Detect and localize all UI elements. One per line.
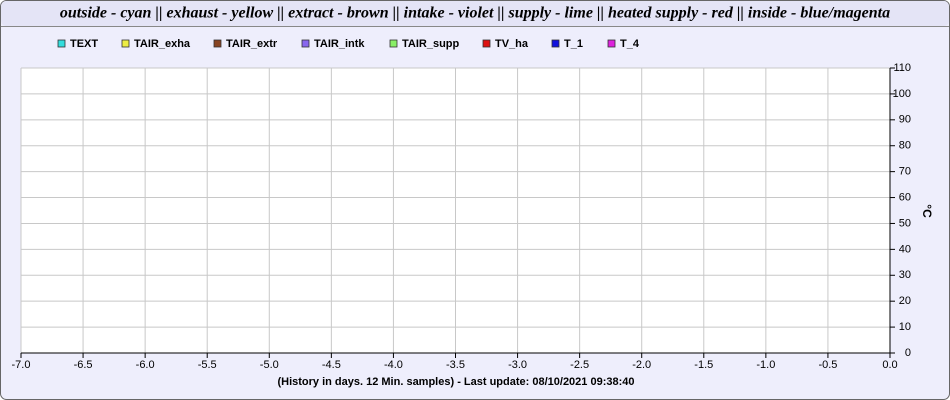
x-tick-label: -2.5 xyxy=(570,359,589,371)
title-bar xyxy=(1,1,949,26)
legend-label: TAIR_exha xyxy=(134,38,191,50)
y-tick-label: 0 xyxy=(905,347,911,359)
y-tick-label: 80 xyxy=(899,140,911,152)
chart-title: outside - cyan || exhaust - yellow || ex… xyxy=(60,5,890,22)
x-tick-label: -5.0 xyxy=(260,359,279,371)
legend-label: TAIR_extr xyxy=(226,38,278,50)
y-tick-label: 30 xyxy=(899,269,911,281)
y-tick-label: 110 xyxy=(893,62,911,74)
x-tick-label: -6.0 xyxy=(136,359,155,371)
y-tick-label: 100 xyxy=(893,88,911,100)
y-tick-label: 50 xyxy=(899,217,911,229)
x-tick-label: -4.5 xyxy=(322,359,341,371)
x-tick-label: -1.0 xyxy=(756,359,775,371)
x-tick-label: -3.0 xyxy=(508,359,527,371)
x-tick-label: -7.0 xyxy=(12,359,31,371)
legend-swatch xyxy=(389,39,398,48)
y-axis-label: °C xyxy=(920,204,934,218)
legend-label: T_1 xyxy=(564,38,583,50)
legend-swatch xyxy=(301,39,310,48)
legend-label: TAIR_supp xyxy=(402,38,460,50)
y-tick-label: 10 xyxy=(899,321,911,333)
legend-swatch xyxy=(121,39,130,48)
y-tick-label: 40 xyxy=(899,243,911,255)
legend-swatch xyxy=(482,39,491,48)
y-tick-label: 60 xyxy=(899,191,911,203)
legend-label: TV_ha xyxy=(495,38,529,50)
y-tick-label: 20 xyxy=(899,295,911,307)
x-tick-label: -4.0 xyxy=(384,359,403,371)
legend-swatch xyxy=(607,39,616,48)
x-tick-label: -5.5 xyxy=(198,359,217,371)
y-tick-label: 90 xyxy=(899,114,911,126)
x-tick-label: -3.5 xyxy=(446,359,465,371)
x-tick-label: -2.0 xyxy=(632,359,651,371)
x-axis-label: (History in days. 12 Min. samples) - Las… xyxy=(277,376,634,388)
legend-swatch xyxy=(57,39,66,48)
x-tick-label: 0.0 xyxy=(882,359,897,371)
legend-swatch xyxy=(551,39,560,48)
x-tick-label: -0.5 xyxy=(818,359,837,371)
legend-label: TEXT xyxy=(70,38,98,50)
x-tick-label: -6.5 xyxy=(74,359,93,371)
legend-swatch xyxy=(213,39,222,48)
legend-label: TAIR_intk xyxy=(314,38,365,50)
x-tick-label: -1.5 xyxy=(694,359,713,371)
y-tick-label: 70 xyxy=(899,166,911,178)
legend-label: T_4 xyxy=(620,38,640,50)
